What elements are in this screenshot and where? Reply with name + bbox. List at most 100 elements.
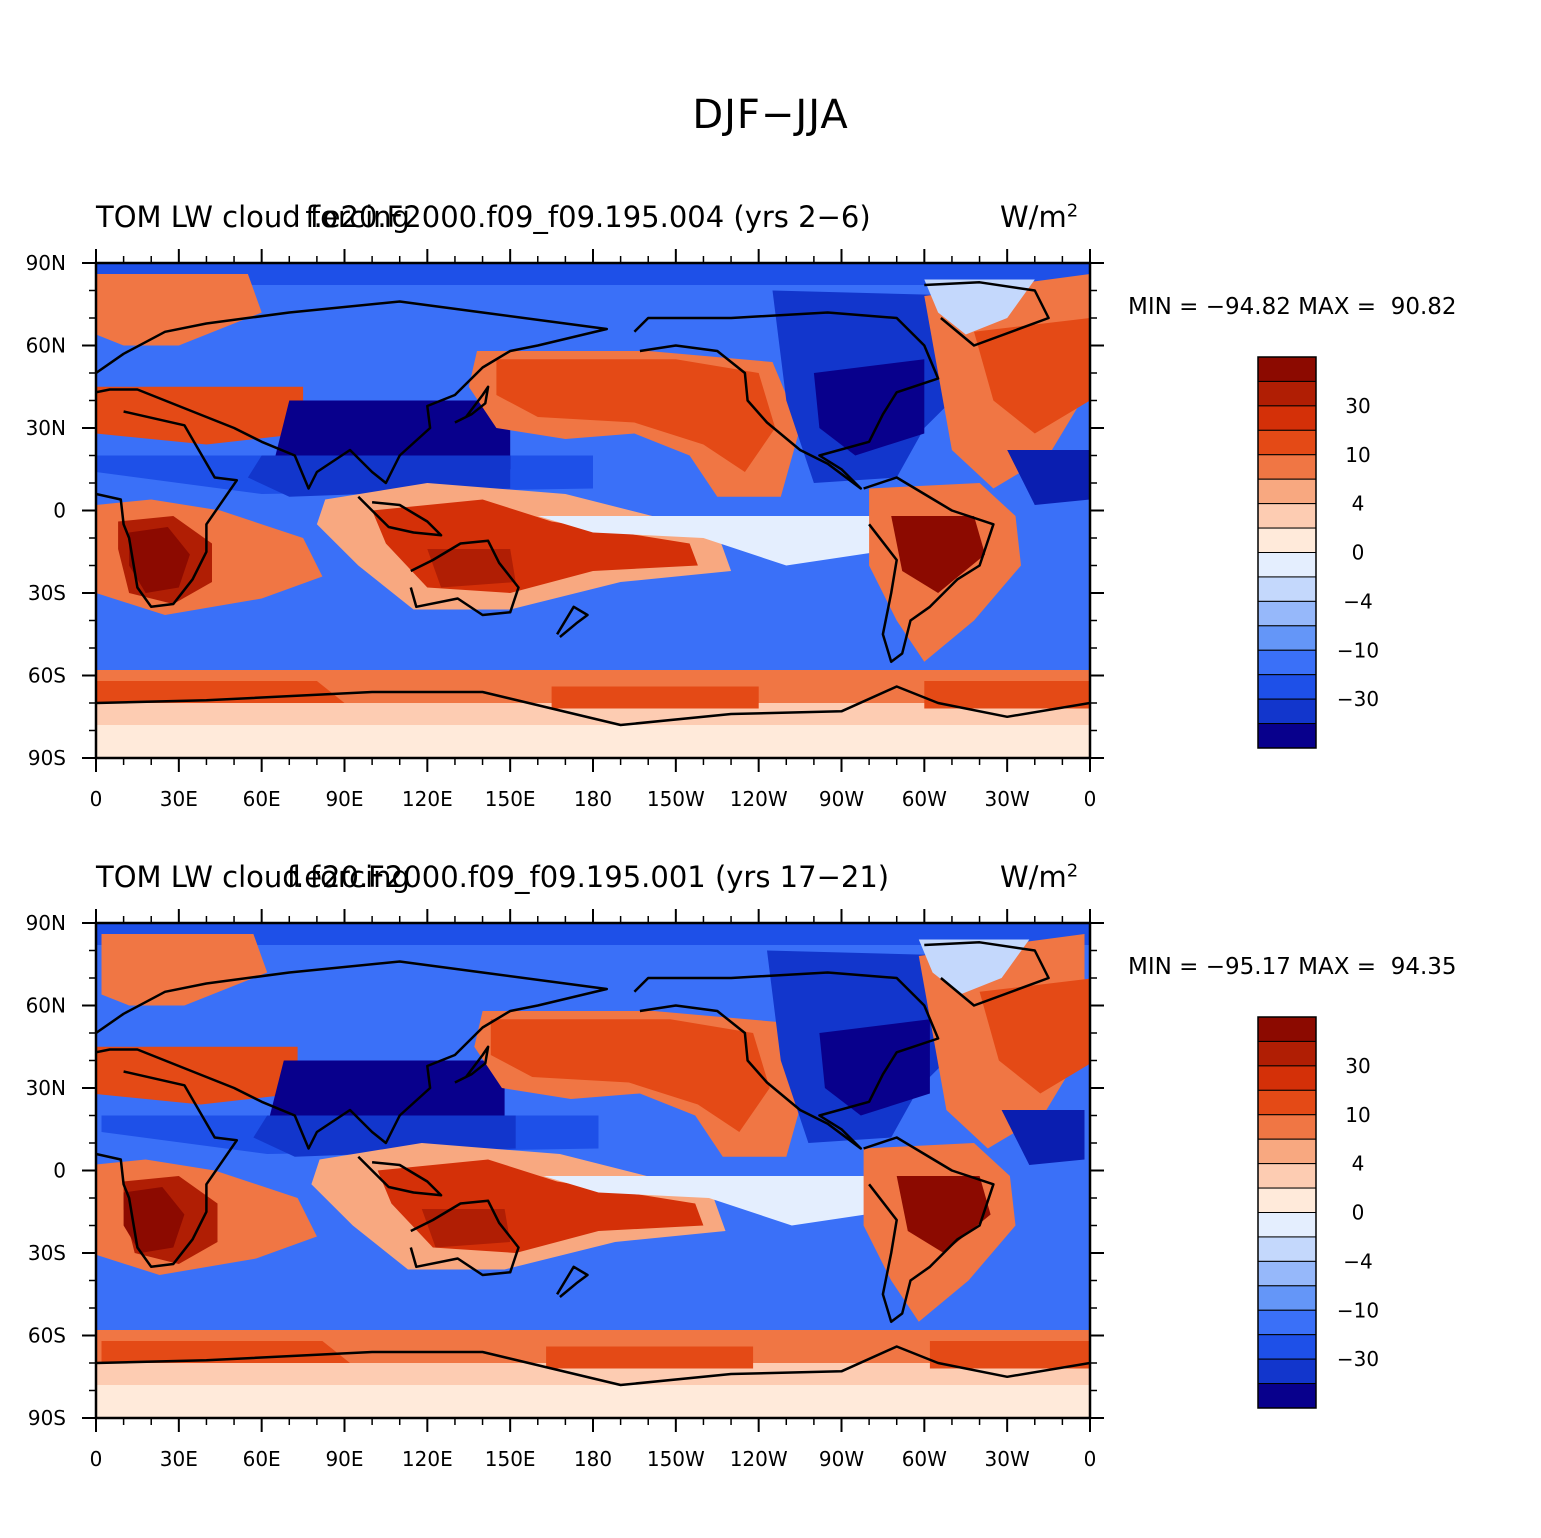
colorbar-box [1257,1114,1317,1140]
contour-region-13 [537,516,897,566]
colorbar-box [1257,1309,1317,1336]
lon-label: 30W [985,787,1030,811]
colorbar-label: −30 [1337,1347,1379,1371]
lat-label: 60N [26,334,66,358]
colorbar-box [1257,1285,1317,1311]
colorbar-box [1257,1065,1317,1091]
colorbar-box [1257,1163,1317,1189]
contour-region-12 [490,1019,770,1132]
lon-label: 150E [485,787,536,811]
colorbar-box [1257,1334,1317,1360]
contour-region-17 [891,516,986,593]
coastline-group [96,941,1090,1387]
contour-band-1 [96,263,1090,285]
lat-label: 90N [26,911,66,935]
contour-fill-group [96,923,1090,1418]
contour-region-21 [101,1341,350,1363]
colorbar-box [1257,454,1317,480]
coastline-2 [409,539,520,617]
contour-region-3 [96,274,262,346]
panel-1-variable-title: TOM LW cloud forcing [96,200,410,234]
contour-region-23 [924,681,1090,709]
lat-label: 90N [26,251,66,275]
colorbar-box [1257,1212,1317,1238]
contour-fill-group [96,263,1090,758]
colorbar-label: 4 [1352,492,1365,516]
coastline-8 [357,495,443,537]
colorbar-box [1257,625,1317,651]
contour-region-24 [924,279,1035,335]
coastline-9 [556,1265,589,1298]
coastline-group [96,281,1090,727]
colorbar-label: −30 [1337,687,1379,711]
lon-label: 180 [574,1447,612,1471]
lon-label: 60W [902,1447,947,1471]
panel-2-case-title: f.e20.F2000.f09_f09.195.001 (yrs 17−21) [286,860,890,894]
colorbar-label: −10 [1337,638,1379,662]
coastline-6 [96,1345,1090,1387]
colorbar: 30 10 4 0 −4 −10 −30 [1257,1016,1379,1409]
coastline-8 [357,1155,443,1197]
panel-2-map-svg: 90N 60N 30N 0 30S 60S 90S 0 30E 60E 90E 120E 150E 180… [26,909,1379,1471]
contour-region-20 [1007,450,1090,505]
coastline-1 [96,960,609,1150]
lon-label: 120W [730,1447,788,1471]
lon-label: 60E [243,787,281,811]
lon-label: 0 [90,787,103,811]
contour-region-2 [129,527,190,593]
colorbar-label: 10 [1345,443,1370,467]
coastline-1 [96,300,609,490]
contour-region-22 [546,1346,754,1369]
panel-2-minmax: MIN = −95.17 MAX = 94.35 [1128,954,1457,980]
contour-region-4 [96,1046,298,1105]
colorbar-label: 30 [1345,1054,1370,1078]
colorbar-label: 10 [1345,1103,1370,1127]
coastline-7 [454,385,490,424]
lat-label: 30N [26,1076,66,1100]
map-panel-2: TOM LW cloud forcing f.e20.F2000.f09_f09… [0,660,1541,1471]
lon-label: 120E [402,1447,453,1471]
colorbar-box [1257,1358,1317,1385]
lon-label: 120E [402,787,453,811]
lat-label: 60N [26,994,66,1018]
lon-label: 0 [90,1447,103,1471]
colorbar-label: 4 [1352,1152,1365,1176]
lon-label: 150E [485,1447,536,1471]
panel-1-minmax: MIN = −94.82 MAX = 90.82 [1128,294,1457,320]
contour-region-23 [929,1341,1090,1369]
colorbar-box [1257,600,1317,627]
colorbar-label: −10 [1337,1298,1379,1322]
coastline-6 [96,685,1090,727]
colorbar-box [1257,1260,1317,1287]
colorbar-box [1257,478,1317,505]
map-panel-1: TOM LW cloud forcing f.e20.F2000.f09_f09… [0,0,1541,811]
lon-label: 60W [902,787,947,811]
panel-2-variable-title: TOM LW cloud forcing [96,860,410,894]
contour-region-24 [918,939,1030,995]
lon-label: 150W [647,1447,705,1471]
contour-region-20 [1001,1110,1085,1165]
coastline-3 [633,311,940,490]
lon-label: 90E [325,787,363,811]
lon-label: 30W [985,1447,1030,1471]
colorbar-box [1257,1040,1317,1067]
colorbar-box [1257,1187,1317,1213]
colorbar-box [1257,405,1317,431]
colorbar-box [1257,1089,1317,1116]
colorbar-label: −4 [1343,589,1372,613]
colorbar-box [1257,576,1317,602]
contour-band-1 [96,923,1090,945]
coastline-5 [924,941,1050,1007]
contour-region-13 [543,1176,903,1226]
colorbar-box [1257,1138,1317,1165]
lon-label: 30E [160,787,198,811]
lat-label: 0 [53,499,66,523]
panel-1-case-title: f.e20.F2000.f09_f09.195.004 (yrs 2−6) [305,200,871,234]
contour-region-19 [979,978,1090,1094]
lon-label: 90E [325,1447,363,1471]
colorbar-frame [1257,356,1317,749]
contour-region-22 [551,686,759,709]
lon-label: 150W [647,787,705,811]
contour-region-10 [427,549,516,588]
lat-label: 60S [28,1324,66,1348]
